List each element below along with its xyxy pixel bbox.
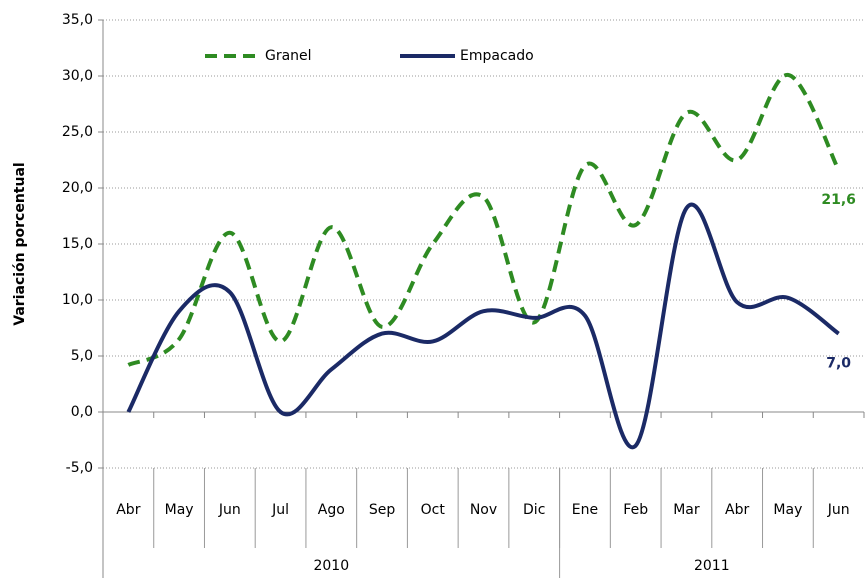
x-tick-label: Jun bbox=[827, 502, 850, 518]
y-tick-label: 30,0 bbox=[62, 68, 93, 84]
y-tick-label: 10,0 bbox=[62, 292, 93, 308]
x-group-label: 2010 bbox=[313, 558, 349, 574]
x-tick-label: Ene bbox=[572, 502, 598, 518]
y-axis-label: Variación porcentual bbox=[12, 162, 28, 325]
x-group-label: 2011 bbox=[694, 558, 730, 574]
legend-label: Empacado bbox=[460, 48, 534, 64]
x-tick-label: Feb bbox=[623, 502, 648, 518]
y-tick-label: 25,0 bbox=[62, 124, 93, 140]
series-line bbox=[127, 72, 841, 367]
x-tick-label: Dic bbox=[523, 502, 545, 518]
x-tick-label: Ago bbox=[318, 502, 345, 518]
y-tick-label: 35,0 bbox=[62, 12, 93, 28]
y-tick-label: 15,0 bbox=[62, 236, 93, 252]
y-tick-label: 20,0 bbox=[62, 180, 93, 196]
x-tick-label: Oct bbox=[421, 502, 446, 518]
series-line bbox=[126, 202, 840, 450]
x-tick-label: Jun bbox=[218, 502, 241, 518]
x-tick-label: May bbox=[773, 502, 802, 518]
x-tick-label: Mar bbox=[673, 502, 700, 518]
x-tick-label: Jul bbox=[271, 502, 289, 518]
y-tick-label: 5,0 bbox=[71, 348, 93, 364]
data-label: 7,0 bbox=[826, 356, 851, 372]
x-tick-label: Sep bbox=[369, 502, 396, 518]
legend-label: Granel bbox=[265, 48, 312, 64]
y-tick-label: -5,0 bbox=[66, 460, 93, 476]
y-tick-label: 0,0 bbox=[71, 404, 93, 420]
x-tick-label: Abr bbox=[725, 502, 749, 518]
data-label: 21,6 bbox=[821, 192, 856, 208]
x-tick-label: Abr bbox=[116, 502, 140, 518]
x-tick-label: Nov bbox=[470, 502, 497, 518]
x-tick-label: May bbox=[165, 502, 194, 518]
